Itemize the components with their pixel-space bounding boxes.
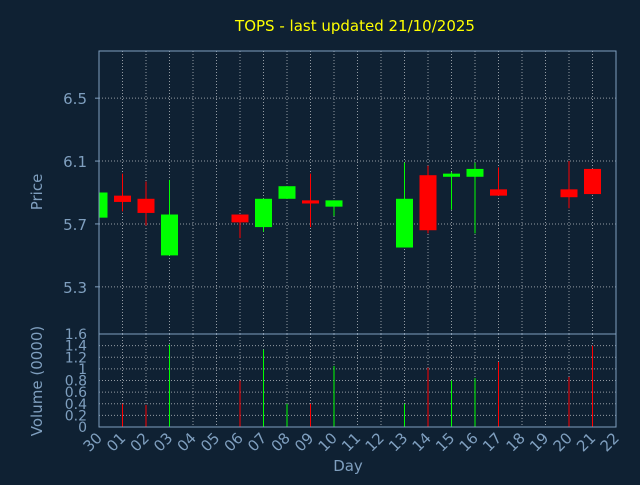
candle-body <box>114 195 131 202</box>
volume-tick-label: 1.4 <box>65 339 87 355</box>
volume-tick-label: 1 <box>78 362 87 378</box>
volume-tick-label: 1.6 <box>65 327 87 343</box>
price-tick-label: 6.1 <box>63 153 87 171</box>
candle-body <box>466 168 484 177</box>
candle-body <box>560 189 578 198</box>
candle-body <box>231 214 249 223</box>
candle-body <box>302 200 319 204</box>
volume-panel: 00.20.40.60.811.21.41.6 <box>65 327 617 436</box>
price-tick-label: 5.7 <box>63 216 87 234</box>
candle-body <box>325 200 343 207</box>
candle-body <box>161 214 178 256</box>
candle-body <box>584 168 601 195</box>
x-axis-label: Day <box>333 457 363 475</box>
volume-tick-label: 0.4 <box>65 397 87 413</box>
candle-body <box>255 198 272 228</box>
volume-tick-label: 0.2 <box>65 408 87 424</box>
price-tick-label: 6.5 <box>63 90 87 108</box>
price-tick-label: 5.3 <box>63 279 87 297</box>
candle-body <box>137 198 155 213</box>
candle-body <box>419 175 437 231</box>
volume-tick-label: 0.8 <box>65 374 87 390</box>
candle-body <box>396 198 413 248</box>
volume-tick-label: 0.6 <box>65 385 87 401</box>
candle-body <box>490 189 507 196</box>
volume-panel-frame <box>98 333 617 428</box>
volume-tick-label: 0 <box>78 420 87 436</box>
candle-body <box>278 186 296 199</box>
x-axis: 3001020304050607080910111213141516171819… <box>80 429 623 455</box>
chart-title: TOPS - last updated 21/10/2025 <box>234 17 475 35</box>
price-panel: 5.3 5.7 6.1 6.5 <box>63 50 617 335</box>
candle-body <box>443 173 460 177</box>
price-axis-label: Price <box>28 174 46 211</box>
candle-body <box>99 192 108 218</box>
volume-axis-label: Volume (0000) <box>28 326 46 436</box>
volume-tick-label: 1.2 <box>65 350 87 366</box>
